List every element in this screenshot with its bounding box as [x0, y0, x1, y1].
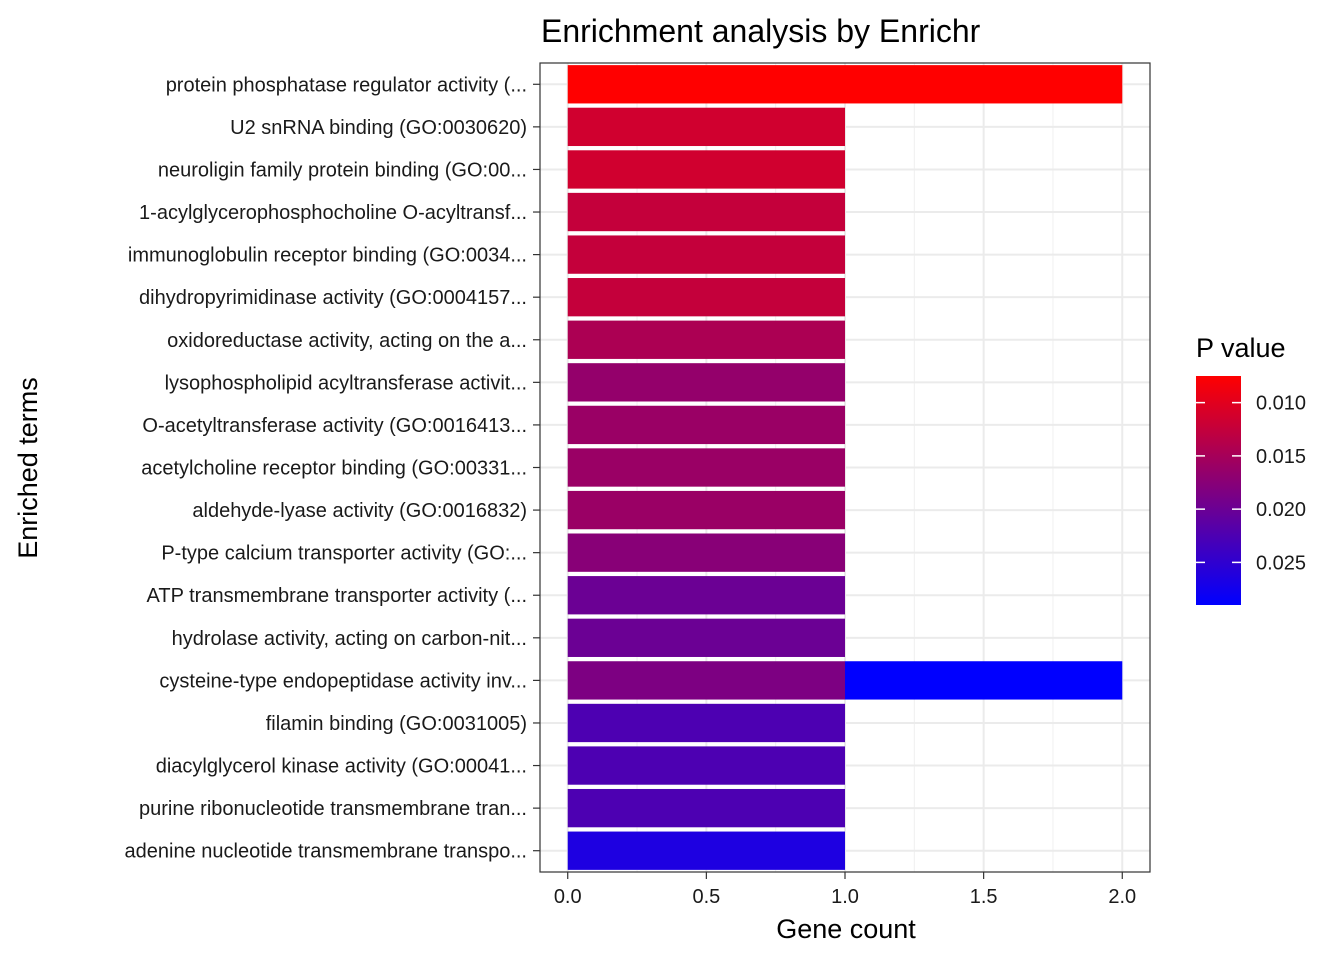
- y-tick-label: oxidoreductase activity, acting on the a…: [167, 330, 527, 352]
- bar-segment: [845, 661, 1123, 700]
- y-tick-label: adenine nucleotide transmembrane transpo…: [125, 841, 527, 863]
- x-tick-label: 1.0: [831, 886, 859, 908]
- x-axis: 0.0 0.5 1.0 1.5 2.0: [554, 872, 1136, 908]
- y-tick-label: ATP transmembrane transporter activity (…: [147, 585, 528, 607]
- bars: [567, 65, 1123, 870]
- bar-segment: [567, 448, 845, 487]
- bar-segment: [567, 618, 845, 657]
- legend: 0.010 0.015 0.020 0.025: [1196, 376, 1306, 605]
- bar-segment: [567, 363, 845, 402]
- y-tick-label: 1-acylglycerophosphocholine O-acyltransf…: [139, 202, 527, 224]
- bar-segment: [567, 278, 845, 317]
- x-axis-title: Gene count: [776, 914, 916, 944]
- legend-colorbar: [1196, 376, 1241, 605]
- bar-segment: [567, 65, 1123, 104]
- bar-segment: [567, 746, 845, 785]
- bar-segment: [567, 107, 845, 147]
- legend-tick-label: 0.010: [1256, 393, 1306, 415]
- y-tick-label: O-acetyltransferase activity (GO:0016413…: [142, 415, 527, 437]
- y-tick-label: dihydropyrimidinase activity (GO:0004157…: [139, 287, 527, 309]
- y-tick-label: cysteine-type endopeptidase activity inv…: [159, 670, 527, 692]
- bar-segment: [567, 320, 845, 359]
- bar-segment: [567, 576, 845, 615]
- legend-tick-label: 0.025: [1256, 552, 1306, 574]
- y-axis-title: Enriched terms: [13, 377, 43, 559]
- bar-segment: [567, 831, 845, 870]
- bar-segment: [567, 788, 845, 828]
- y-tick-label: filamin binding (GO:0031005): [266, 713, 527, 735]
- y-tick-label: acetylcholine receptor binding (GO:00331…: [141, 458, 527, 480]
- y-tick-label: hydrolase activity, acting on carbon-nit…: [172, 628, 527, 650]
- y-tick-label: diacylglycerol kinase activity (GO:00041…: [156, 756, 527, 778]
- x-tick-label: 0.0: [554, 886, 582, 908]
- y-tick-label: purine ribonucleotide transmembrane tran…: [139, 798, 527, 820]
- bar-segment: [567, 150, 845, 189]
- bar-segment: [567, 192, 845, 232]
- y-tick-label: lysophospholipid acyltransferase activit…: [165, 372, 527, 394]
- bar-segment: [567, 533, 845, 572]
- legend-title: P value: [1196, 333, 1286, 363]
- bar-segment: [567, 405, 845, 445]
- bar-segment: [567, 490, 845, 530]
- bar-segment: [567, 235, 845, 274]
- chart-title: Enrichment analysis by Enrichr: [541, 13, 981, 49]
- x-tick-label: 1.5: [970, 886, 998, 908]
- y-tick-label: protein phosphatase regulator activity (…: [166, 74, 527, 96]
- y-tick-label: U2 snRNA binding (GO:0030620): [230, 117, 527, 139]
- legend-tick-label: 0.015: [1256, 446, 1306, 468]
- x-tick-label: 0.5: [692, 886, 720, 908]
- y-tick-label: neuroligin family protein binding (GO:00…: [158, 159, 527, 181]
- y-tick-label: aldehyde-lyase activity (GO:0016832): [192, 500, 527, 522]
- y-tick-label: immunoglobulin receptor binding (GO:0034…: [128, 245, 527, 267]
- bar-segment: [567, 661, 845, 700]
- legend-tick-label: 0.020: [1256, 499, 1306, 521]
- y-axis: protein phosphatase regulator activity (…: [125, 74, 540, 863]
- y-tick-label: P-type calcium transporter activity (GO:…: [161, 543, 527, 565]
- bar-segment: [567, 703, 845, 743]
- x-tick-label: 2.0: [1108, 886, 1136, 908]
